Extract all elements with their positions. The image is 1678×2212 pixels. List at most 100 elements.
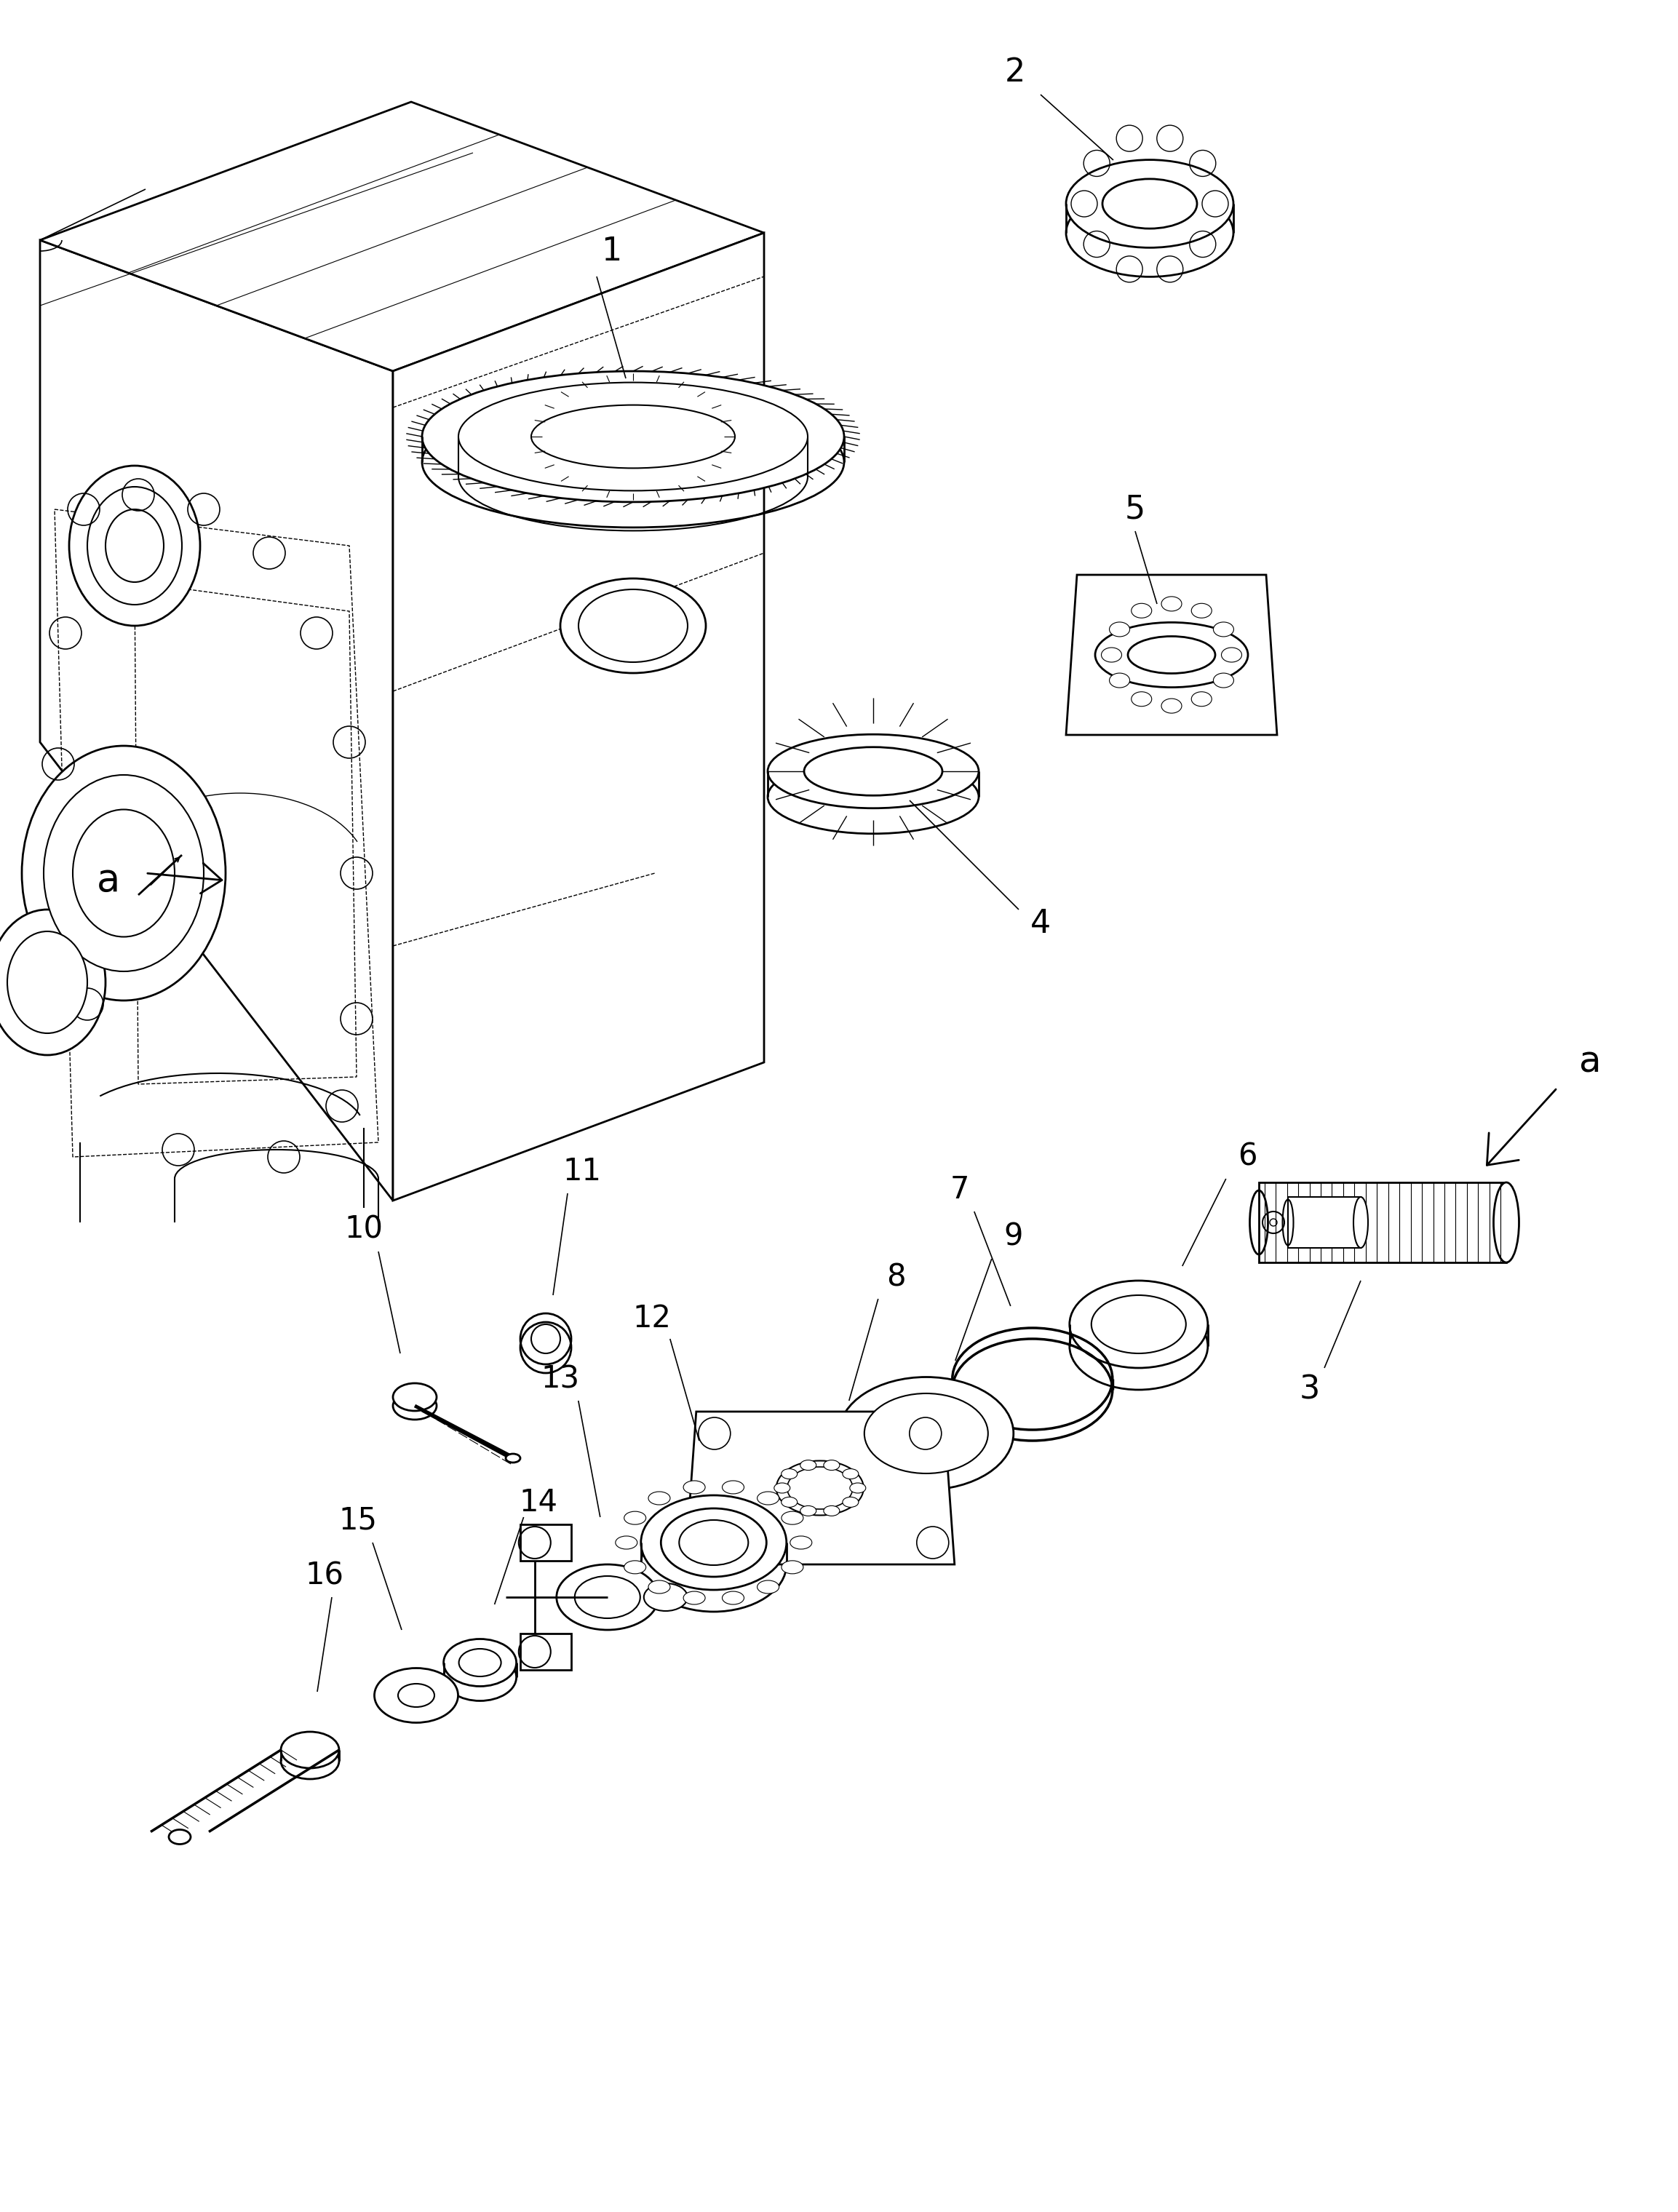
Ellipse shape	[800, 1506, 816, 1515]
Ellipse shape	[443, 1639, 517, 1686]
Text: a: a	[1579, 1044, 1601, 1079]
Ellipse shape	[1161, 597, 1181, 611]
Polygon shape	[685, 1411, 955, 1564]
Text: 14: 14	[519, 1486, 557, 1517]
Text: 7: 7	[950, 1175, 970, 1206]
Polygon shape	[520, 1632, 571, 1670]
Ellipse shape	[616, 1535, 638, 1548]
Ellipse shape	[532, 405, 735, 469]
Ellipse shape	[648, 1491, 670, 1504]
Ellipse shape	[680, 1520, 748, 1566]
Ellipse shape	[374, 1668, 458, 1723]
Text: 4: 4	[1030, 909, 1050, 940]
Ellipse shape	[458, 383, 807, 491]
Ellipse shape	[7, 931, 87, 1033]
Ellipse shape	[864, 1394, 988, 1473]
Ellipse shape	[804, 748, 943, 796]
Ellipse shape	[1161, 699, 1181, 712]
Text: 16: 16	[305, 1559, 344, 1590]
Ellipse shape	[722, 1590, 743, 1604]
Polygon shape	[1289, 1197, 1361, 1248]
Ellipse shape	[398, 1683, 435, 1708]
Ellipse shape	[1213, 622, 1233, 637]
Text: a: a	[97, 860, 121, 900]
Ellipse shape	[69, 467, 200, 626]
Ellipse shape	[0, 909, 106, 1055]
Text: 5: 5	[1124, 493, 1146, 524]
Ellipse shape	[574, 1575, 641, 1619]
Text: 8: 8	[886, 1261, 906, 1292]
Ellipse shape	[458, 1648, 502, 1677]
Ellipse shape	[1222, 648, 1242, 661]
Polygon shape	[40, 102, 763, 372]
Ellipse shape	[505, 1453, 520, 1462]
Ellipse shape	[624, 1511, 646, 1524]
Ellipse shape	[849, 1482, 866, 1493]
Ellipse shape	[790, 1535, 812, 1548]
Ellipse shape	[839, 1378, 1014, 1491]
Text: 6: 6	[1238, 1141, 1257, 1172]
Ellipse shape	[1131, 604, 1151, 617]
Ellipse shape	[1354, 1197, 1368, 1248]
Ellipse shape	[787, 1467, 852, 1509]
Ellipse shape	[624, 1562, 646, 1573]
Ellipse shape	[1069, 1281, 1208, 1367]
Text: 13: 13	[540, 1363, 579, 1394]
Ellipse shape	[106, 509, 164, 582]
Ellipse shape	[87, 487, 181, 604]
Ellipse shape	[648, 1579, 670, 1593]
Ellipse shape	[769, 734, 978, 807]
Polygon shape	[393, 232, 763, 1201]
Ellipse shape	[1213, 672, 1233, 688]
Ellipse shape	[782, 1511, 804, 1524]
Polygon shape	[520, 1524, 571, 1562]
Ellipse shape	[1091, 1296, 1186, 1354]
Ellipse shape	[1102, 179, 1196, 228]
Ellipse shape	[1109, 622, 1129, 637]
Text: 2: 2	[1005, 58, 1025, 88]
Ellipse shape	[683, 1590, 705, 1604]
Ellipse shape	[1191, 692, 1212, 706]
Text: 1: 1	[601, 234, 621, 268]
Ellipse shape	[1131, 692, 1151, 706]
Ellipse shape	[644, 1584, 688, 1610]
Polygon shape	[1066, 575, 1277, 734]
Ellipse shape	[22, 745, 225, 1000]
Ellipse shape	[1109, 672, 1129, 688]
Text: 10: 10	[344, 1214, 383, 1245]
Ellipse shape	[560, 580, 706, 672]
Ellipse shape	[824, 1460, 839, 1471]
Polygon shape	[1258, 1183, 1507, 1263]
Ellipse shape	[777, 1460, 864, 1515]
Ellipse shape	[1128, 637, 1215, 672]
Ellipse shape	[683, 1480, 705, 1493]
Ellipse shape	[842, 1498, 859, 1506]
Text: 15: 15	[339, 1506, 378, 1535]
Ellipse shape	[782, 1562, 804, 1573]
Ellipse shape	[1066, 159, 1233, 248]
Ellipse shape	[842, 1469, 859, 1480]
Ellipse shape	[661, 1509, 767, 1577]
Text: 3: 3	[1299, 1374, 1321, 1405]
Ellipse shape	[757, 1491, 779, 1504]
Ellipse shape	[72, 810, 175, 938]
Ellipse shape	[557, 1564, 658, 1630]
Text: 12: 12	[633, 1303, 671, 1334]
Ellipse shape	[169, 1829, 191, 1845]
Text: 9: 9	[1003, 1221, 1024, 1252]
Ellipse shape	[800, 1460, 816, 1471]
Ellipse shape	[1191, 604, 1212, 617]
Ellipse shape	[1493, 1183, 1519, 1263]
Ellipse shape	[641, 1495, 787, 1590]
Ellipse shape	[579, 588, 688, 661]
Polygon shape	[40, 241, 393, 1201]
Ellipse shape	[423, 372, 844, 502]
Ellipse shape	[280, 1732, 339, 1767]
Ellipse shape	[1101, 648, 1121, 661]
Ellipse shape	[1096, 622, 1248, 688]
Ellipse shape	[782, 1469, 797, 1480]
Ellipse shape	[782, 1498, 797, 1506]
Text: 11: 11	[562, 1157, 601, 1188]
Ellipse shape	[722, 1480, 743, 1493]
Ellipse shape	[44, 774, 203, 971]
